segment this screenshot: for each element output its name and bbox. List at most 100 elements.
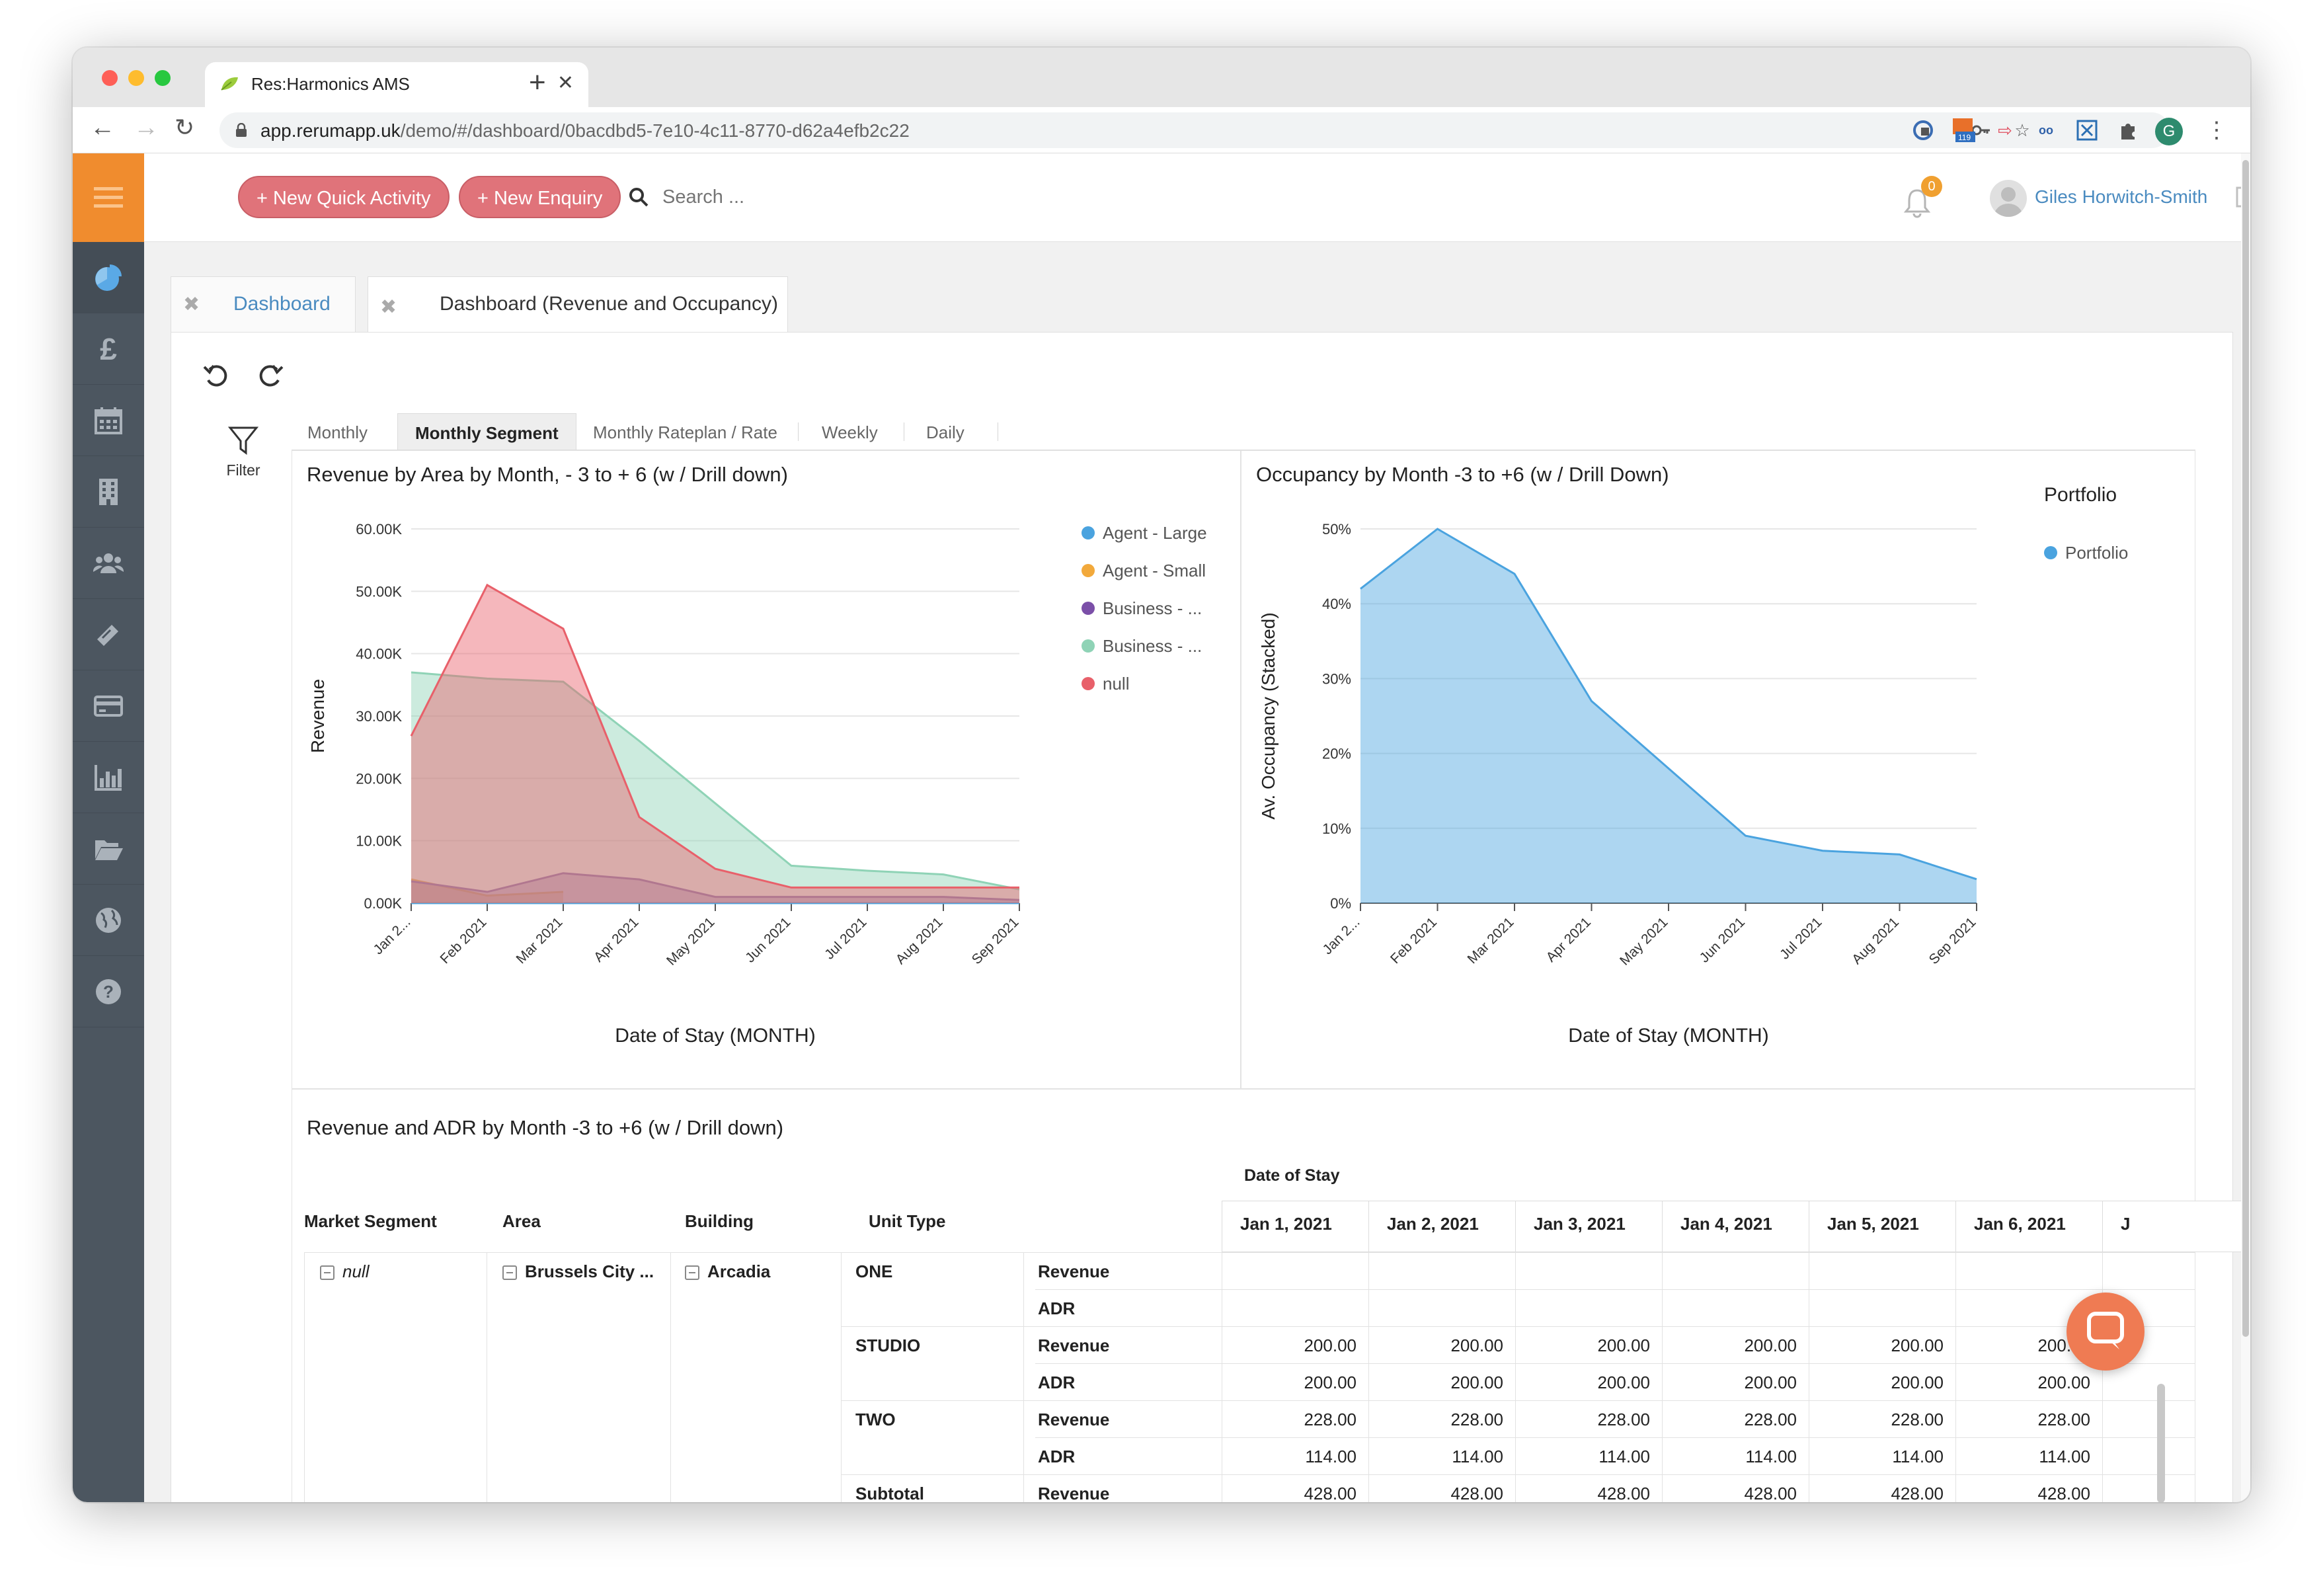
measure-cell: ADR	[1038, 1298, 1076, 1318]
url-host: app.rerumapp.uk	[260, 120, 401, 141]
sidebar-item-help[interactable]: ?	[73, 956, 144, 1027]
sidebar-item-buildings[interactable]	[73, 456, 144, 528]
revenue-chart-title: Revenue by Area by Month, - 3 to + 6 (w …	[307, 463, 788, 486]
legend-label: Agent - Small	[1103, 561, 1206, 580]
minimize-window-button[interactable]	[128, 70, 144, 86]
y-tick-label: 20.00K	[356, 770, 402, 787]
search-input[interactable]	[661, 180, 992, 214]
close-icon[interactable]: ✖	[183, 294, 200, 315]
close-window-button[interactable]	[102, 70, 118, 86]
extension-translate-icon[interactable]: 119	[1951, 118, 1977, 143]
dashboard-panel: Filter Monthly Monthly Segment Monthly R…	[171, 332, 2250, 1502]
value-cell: 114.00	[1745, 1447, 1797, 1466]
sidebar-item-calendar[interactable]	[73, 385, 144, 456]
hamburger-menu-button[interactable]	[73, 153, 144, 242]
tab-weekly[interactable]: Weekly	[822, 422, 878, 442]
reload-icon[interactable]: ↻	[175, 114, 195, 141]
page-scrollbar-thumb[interactable]	[2242, 160, 2249, 1337]
x-tick-label: Apr 2021	[591, 914, 642, 965]
date-column-cell	[2102, 1201, 2249, 1252]
app: £	[73, 153, 2250, 1502]
forward-arrow-icon[interactable]: →	[134, 114, 159, 141]
x-tick-label: Mar 2021	[514, 914, 566, 967]
chat-bubble-icon	[2087, 1312, 2124, 1349]
collapse-icon[interactable]	[685, 1265, 699, 1281]
new-enquiry-button[interactable]: + New Enquiry	[459, 176, 621, 218]
x-tick-label: Jul 2021	[822, 914, 869, 962]
series-area	[411, 879, 563, 903]
row-header: Unit Type	[869, 1211, 946, 1231]
chat-button[interactable]	[2067, 1293, 2145, 1371]
user-name[interactable]: Giles Horwitch-Smith	[2035, 186, 2208, 207]
sidebar-item-contacts[interactable]	[73, 528, 144, 599]
revenue-chart-card: Revenue by Area by Month, - 3 to + 6 (w …	[292, 450, 1241, 1089]
x-tick-label: May 2021	[1617, 914, 1671, 968]
tab-dashboard[interactable]: ✖ Dashboard	[171, 276, 356, 333]
close-icon[interactable]: ✖	[380, 296, 397, 318]
sidebar-item-tags[interactable]	[73, 599, 144, 670]
extension-x-icon[interactable]	[2074, 118, 2100, 143]
profile-avatar[interactable]: G	[2155, 118, 2183, 145]
browser-tab[interactable]: Res:Harmonics AMS ✕	[205, 62, 588, 107]
sidebar-item-documents[interactable]	[73, 813, 144, 885]
date-column-header: Jan 5, 2021	[1827, 1214, 1919, 1234]
sidebar-item-reports[interactable]	[73, 742, 144, 813]
x-tick-label: Sep 2021	[1926, 914, 1979, 967]
series-area	[1360, 529, 1977, 903]
page-scrollbar[interactable]	[2241, 153, 2250, 1502]
value-cell: 114.00	[2039, 1447, 2090, 1466]
collapse-icon[interactable]	[320, 1265, 335, 1281]
puzzle-icon[interactable]	[2115, 118, 2141, 143]
value-cell: 200.00	[1744, 1373, 1797, 1392]
collapse-icon[interactable]	[502, 1265, 517, 1281]
tab-daily[interactable]: Daily	[926, 422, 965, 442]
unit-type-cell: ONE	[855, 1261, 893, 1281]
row-line	[841, 1326, 2195, 1327]
market-segment-cell: null	[320, 1261, 369, 1282]
new-quick-activity-button[interactable]: + New Quick Activity	[238, 176, 450, 218]
y-tick-label: 40.00K	[356, 646, 402, 662]
tab-monthly-rateplan[interactable]: Monthly Rateplan / Rate	[593, 422, 777, 442]
maximize-window-button[interactable]	[155, 70, 171, 86]
new-tab-button[interactable]: +	[529, 66, 546, 99]
redo-icon[interactable]	[253, 360, 285, 392]
table-scrollbar[interactable]	[2157, 1384, 2165, 1502]
back-arrow-icon[interactable]: ←	[90, 114, 115, 141]
url-path: /demo/#/dashboard/0bacdbd5-7e10-4c11-877…	[400, 120, 910, 141]
url-field[interactable]: app.rerumapp.uk/demo/#/dashboard/0bacdbd…	[219, 112, 2170, 148]
measure-cell: ADR	[1038, 1447, 1076, 1466]
tab-monthly[interactable]: Monthly	[307, 422, 368, 442]
extension-arrow-icon[interactable]: ⇨	[1998, 120, 2012, 140]
date-column-header: J	[2121, 1214, 2131, 1234]
unit-type-cell: STUDIO	[855, 1336, 921, 1355]
revenue-adr-table-card: Revenue and ADR by Month -3 to +6 (w / D…	[292, 1089, 2250, 1502]
measure-cell: Revenue	[1038, 1410, 1110, 1429]
tab-dashboard-revenue-occupancy[interactable]: ✖ Dashboard (Revenue and Occupancy)	[368, 276, 788, 336]
value-cell: 228.00	[1744, 1410, 1797, 1429]
more-vert-icon[interactable]: ⋮	[2205, 118, 2228, 143]
value-cell: 200.00	[1597, 1373, 1650, 1392]
measure-cell: Revenue	[1038, 1336, 1110, 1355]
y-tick-label: 10.00K	[356, 833, 402, 850]
bar-chart-icon	[95, 764, 122, 791]
close-icon[interactable]: ✕	[557, 72, 574, 94]
avatar[interactable]	[1990, 180, 2027, 217]
sidebar-item-web[interactable]	[73, 885, 144, 956]
extension-link-icon[interactable]: oo	[2039, 123, 2053, 137]
tab-monthly-segment[interactable]: Monthly Segment	[397, 413, 576, 450]
folder-open-icon	[95, 840, 123, 860]
legend-label: null	[1103, 674, 1129, 694]
sidebar-item-finance[interactable]: £	[73, 313, 144, 385]
sidebar-item-payments[interactable]	[73, 670, 144, 742]
series-line	[410, 583, 1019, 889]
undo-icon[interactable]	[202, 360, 233, 392]
value-cell: 428.00	[1304, 1484, 1357, 1502]
sidebar-item-dashboard[interactable]	[73, 242, 144, 313]
x-tick-label: Jul 2021	[1777, 914, 1825, 962]
extension-shield-icon[interactable]	[1910, 118, 1936, 143]
filter-button[interactable]: Filter	[214, 425, 273, 479]
date-column-header: Jan 1, 2021	[1240, 1214, 1332, 1234]
value-cell: 428.00	[1744, 1484, 1797, 1502]
area-value: Brussels City ...	[525, 1261, 654, 1281]
star-icon[interactable]: ☆	[2014, 120, 2030, 140]
